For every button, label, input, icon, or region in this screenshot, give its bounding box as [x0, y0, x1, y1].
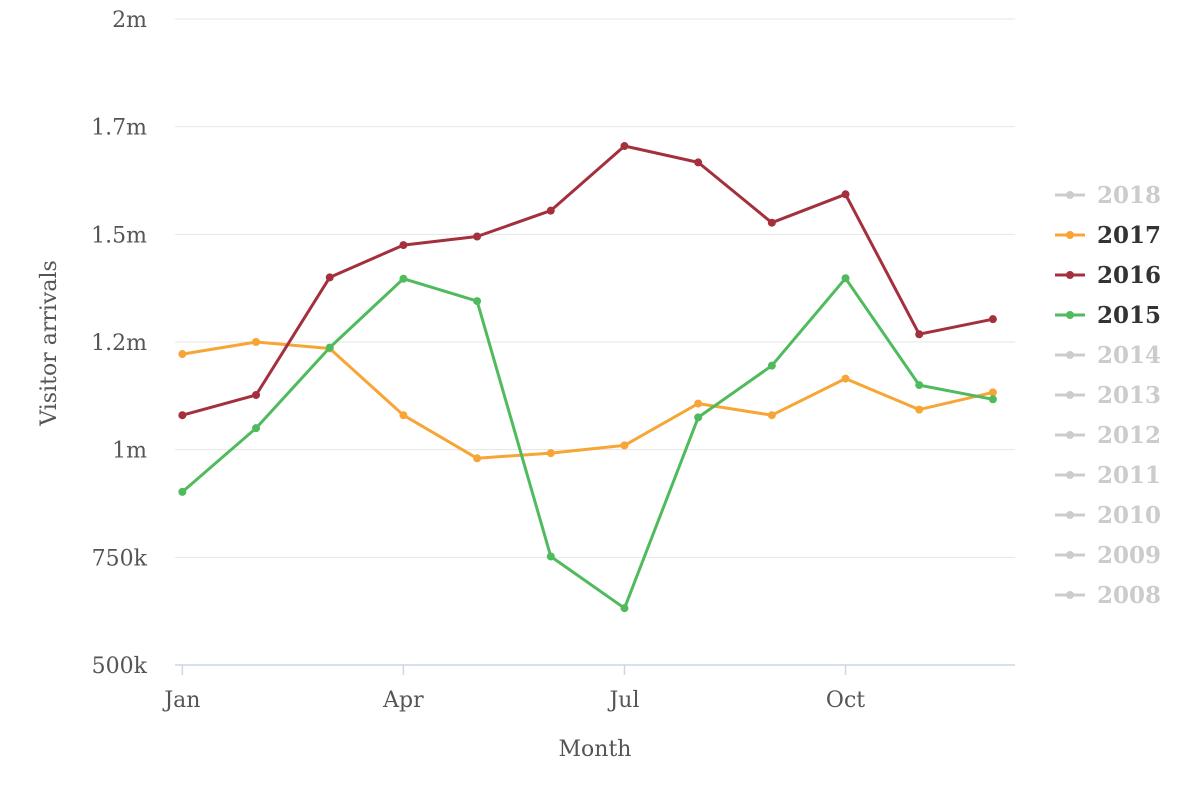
x-tick-label: Jul	[607, 688, 639, 713]
x-axis: Jan Apr Jul Oct	[162, 664, 1015, 713]
data-point-2015[interactable]	[399, 274, 408, 283]
legend-label: 2008	[1097, 582, 1161, 609]
legend-symbol-marker	[1066, 271, 1074, 279]
y-tick-label: 500k	[92, 654, 148, 679]
legend-symbol-marker	[1066, 351, 1074, 359]
legend-symbol-marker	[1066, 231, 1074, 239]
legend-label: 2015	[1097, 302, 1161, 329]
legend-item-2018[interactable]: 2018	[1055, 182, 1161, 209]
series-line-2017	[180, 340, 995, 460]
legend-symbol-marker	[1066, 511, 1074, 519]
data-point-2017[interactable]	[252, 338, 261, 346]
legend-label: 2013	[1097, 382, 1161, 409]
data-point-2015[interactable]	[694, 413, 703, 422]
data-point-2016[interactable]	[620, 142, 629, 151]
legend-item-2010[interactable]: 2010	[1055, 502, 1161, 529]
data-point-2017[interactable]	[767, 411, 776, 420]
legend-item-2014[interactable]: 2014	[1055, 342, 1161, 369]
data-point-2015[interactable]	[178, 487, 187, 496]
data-point-2017[interactable]	[841, 374, 850, 383]
legend-symbol-marker	[1066, 431, 1074, 439]
data-point-2015[interactable]	[252, 424, 261, 433]
data-point-2016[interactable]	[841, 190, 850, 199]
gridlines	[175, 18, 1015, 558]
data-point-2016[interactable]	[988, 315, 997, 324]
legend-label: 2016	[1097, 262, 1161, 289]
data-point-2015[interactable]	[841, 274, 850, 283]
legend-item-2008[interactable]: 2008	[1055, 582, 1161, 609]
data-point-2016[interactable]	[546, 206, 555, 215]
data-point-2016[interactable]	[767, 218, 776, 227]
legend-symbol-marker	[1066, 471, 1074, 479]
legend-item-2017[interactable]: 2017	[1055, 222, 1161, 249]
data-point-2017[interactable]	[694, 399, 703, 408]
y-tick-label: 1.2m	[91, 331, 147, 356]
y-tick-label: 750k	[92, 546, 148, 571]
data-point-2016[interactable]	[473, 232, 482, 241]
data-point-2017[interactable]	[988, 388, 997, 397]
series-2017	[178, 338, 997, 463]
legend-label: 2017	[1097, 222, 1161, 249]
legend-item-2015[interactable]: 2015	[1055, 302, 1161, 329]
data-point-2017[interactable]	[620, 441, 629, 450]
data-point-2016[interactable]	[325, 273, 334, 282]
y-axis-title: Visitor arrivals	[37, 260, 62, 427]
legend-symbol-marker	[1066, 311, 1074, 319]
legend-item-2016[interactable]: 2016	[1055, 262, 1161, 289]
series-line-2016	[180, 144, 995, 417]
data-point-2015[interactable]	[546, 552, 555, 561]
y-axis: 500k 750k 1m 1.2m 1.5m 1.7m 2m	[91, 8, 148, 679]
data-point-2015[interactable]	[988, 395, 997, 404]
data-point-2015[interactable]	[767, 361, 776, 370]
y-tick-label: 2m	[112, 8, 147, 33]
legend-label: 2009	[1097, 542, 1161, 569]
data-point-2015[interactable]	[915, 381, 924, 390]
data-point-2017[interactable]	[915, 405, 924, 414]
legend-symbol-marker	[1066, 591, 1074, 599]
data-point-2016[interactable]	[399, 241, 408, 250]
legend: 2018 2017 2016 2015 2014 2013 2012 2011 2010 2009…	[1055, 182, 1161, 609]
data-point-2016[interactable]	[915, 330, 924, 339]
series-layer	[178, 142, 997, 613]
data-point-2015[interactable]	[325, 343, 334, 352]
legend-item-2009[interactable]: 2009	[1055, 542, 1161, 569]
legend-symbol-marker	[1066, 391, 1074, 399]
data-point-2015[interactable]	[620, 604, 629, 613]
legend-label: 2018	[1097, 182, 1161, 209]
legend-item-2013[interactable]: 2013	[1055, 382, 1161, 409]
y-tick-label: 1.7m	[91, 116, 147, 141]
x-tick-label: Apr	[382, 688, 424, 713]
legend-symbol-marker	[1066, 191, 1074, 199]
series-2015	[178, 274, 997, 613]
y-tick-label: 1.5m	[91, 223, 147, 248]
legend-symbol-marker	[1066, 551, 1074, 559]
legend-label: 2011	[1097, 462, 1161, 489]
legend-label: 2014	[1097, 342, 1161, 369]
data-point-2017[interactable]	[178, 350, 187, 359]
data-point-2016[interactable]	[252, 390, 261, 399]
data-point-2016[interactable]	[178, 411, 187, 420]
legend-label: 2012	[1097, 422, 1161, 449]
x-tick-label: Oct	[826, 688, 865, 713]
series-line-2015	[180, 276, 995, 610]
data-point-2017[interactable]	[399, 411, 408, 420]
data-point-2017[interactable]	[473, 454, 482, 463]
x-axis-title: Month	[559, 737, 632, 762]
y-tick-label: 1m	[112, 439, 147, 464]
series-2016	[178, 142, 997, 420]
data-point-2016[interactable]	[694, 158, 703, 167]
legend-label: 2010	[1097, 502, 1161, 529]
x-tick-label: Jan	[162, 688, 200, 713]
legend-item-2012[interactable]: 2012	[1055, 422, 1161, 449]
data-point-2015[interactable]	[473, 297, 482, 306]
data-point-2017[interactable]	[546, 449, 555, 458]
legend-item-2011[interactable]: 2011	[1055, 462, 1161, 489]
